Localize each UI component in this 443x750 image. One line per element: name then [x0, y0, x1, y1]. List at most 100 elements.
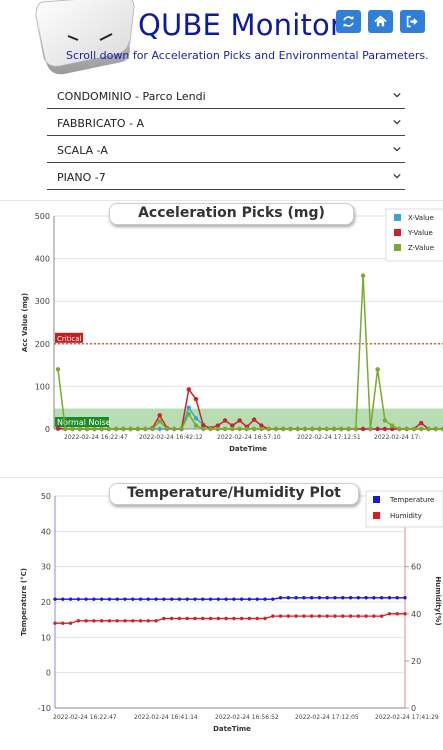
home-button[interactable]: [368, 10, 393, 33]
data-point: [208, 426, 213, 432]
data-point: [216, 597, 221, 601]
data-point: [121, 426, 126, 432]
data-point: [107, 619, 112, 623]
data-point: [215, 426, 221, 432]
data-point: [186, 405, 191, 410]
data-point: [172, 426, 177, 432]
data-point: [325, 596, 329, 600]
y-tick-label: 50: [41, 492, 51, 501]
acceleration-chart-panel: 0 100 200 300 400 500 Normal Noise Critical 2022…: [0, 200, 443, 468]
data-point: [70, 426, 75, 432]
legend-swatch: [373, 496, 380, 503]
normal-noise-band: [54, 408, 443, 429]
data-point: [177, 597, 182, 601]
data-point: [353, 426, 359, 432]
condominio-select[interactable]: CONDOMINIO - Parco Lendi: [47, 82, 405, 109]
chevron-down-icon: [393, 92, 401, 98]
data-point: [419, 420, 424, 426]
data-point: [138, 619, 143, 623]
data-point: [68, 597, 73, 601]
chevron-down-icon: [393, 146, 401, 152]
data-point: [302, 614, 306, 618]
data-point: [278, 614, 283, 618]
y-tick-label: 0: [45, 425, 50, 434]
data-point: [271, 614, 275, 618]
data-point: [76, 597, 81, 601]
data-point: [317, 596, 322, 600]
data-point: [247, 616, 252, 621]
x-tick-label: 2022-02-24 16:41:14: [134, 714, 198, 721]
data-point: [157, 419, 162, 424]
data-point: [157, 413, 162, 418]
data-point: [201, 423, 206, 428]
data-point: [92, 597, 96, 601]
acceleration-chart: 0 100 200 300 400 500 Normal Noise Critical 2022…: [21, 208, 443, 453]
data-point: [364, 596, 368, 600]
x-tick-label: 2022-02-24 16:22:47: [64, 434, 128, 441]
piano-select[interactable]: PIANO -7: [47, 163, 405, 190]
data-point: [364, 614, 368, 618]
y-tick-label: 200: [35, 340, 50, 349]
legend-label: Humidity: [390, 512, 422, 520]
select-value: CONDOMINIO - Parco Lendi: [57, 90, 206, 103]
data-point: [201, 616, 205, 621]
x-tick-label: 2022-02-24 17:41:29: [375, 714, 439, 721]
data-point: [251, 417, 257, 422]
data-point: [63, 426, 68, 432]
data-point: [230, 423, 235, 428]
data-point: [302, 426, 308, 432]
data-point: [92, 426, 97, 432]
data-point: [193, 616, 197, 621]
data-point: [302, 596, 306, 600]
select-value: PIANO -7: [57, 171, 106, 184]
data-point: [333, 596, 337, 600]
data-point: [341, 614, 345, 618]
data-point: [222, 426, 228, 432]
logout-button[interactable]: [400, 10, 425, 33]
data-point: [99, 426, 104, 432]
data-point: [239, 616, 244, 621]
data-point: [411, 426, 417, 432]
y2-tick-label: 0: [411, 704, 416, 713]
y-axis-label: Temperature (°C): [20, 568, 28, 636]
chevron-down-icon: [393, 173, 401, 179]
data-point: [286, 596, 291, 600]
refresh-button[interactable]: [336, 10, 361, 33]
data-point: [107, 597, 112, 601]
data-point: [255, 597, 259, 601]
data-point: [317, 614, 322, 618]
data-point: [379, 596, 384, 600]
data-point: [295, 426, 300, 432]
data-point: [185, 597, 189, 601]
scala-select[interactable]: SCALA -A: [47, 136, 405, 163]
y2-tick-label: 40: [411, 610, 421, 619]
data-point: [341, 596, 345, 600]
data-point: [186, 387, 191, 392]
data-point: [179, 426, 184, 432]
x-tick-label: 2022-02-24 16:22:47: [53, 714, 117, 721]
data-point: [185, 616, 189, 621]
data-point: [128, 426, 133, 432]
data-point: [294, 614, 298, 618]
data-point: [372, 614, 376, 618]
data-point: [339, 426, 344, 432]
data-point: [99, 597, 104, 601]
acceleration-chart-title: Acceleration Picks (mg): [109, 203, 354, 225]
data-point: [440, 426, 443, 432]
data-point: [164, 426, 170, 432]
data-point: [259, 426, 264, 432]
data-point: [317, 426, 322, 432]
y-tick-label: 0: [46, 669, 51, 678]
data-point: [286, 614, 291, 618]
data-point: [333, 614, 337, 618]
refresh-icon: [343, 15, 354, 28]
data-point: [239, 597, 244, 601]
select-value: FABBRICATO - A: [57, 117, 145, 130]
data-point: [372, 596, 376, 600]
data-point: [169, 597, 174, 601]
legend-swatch: [394, 229, 401, 236]
data-point: [162, 597, 166, 601]
data-point: [142, 426, 148, 432]
fabbricato-select[interactable]: FABBRICATO - A: [47, 109, 405, 136]
data-point: [379, 614, 384, 618]
